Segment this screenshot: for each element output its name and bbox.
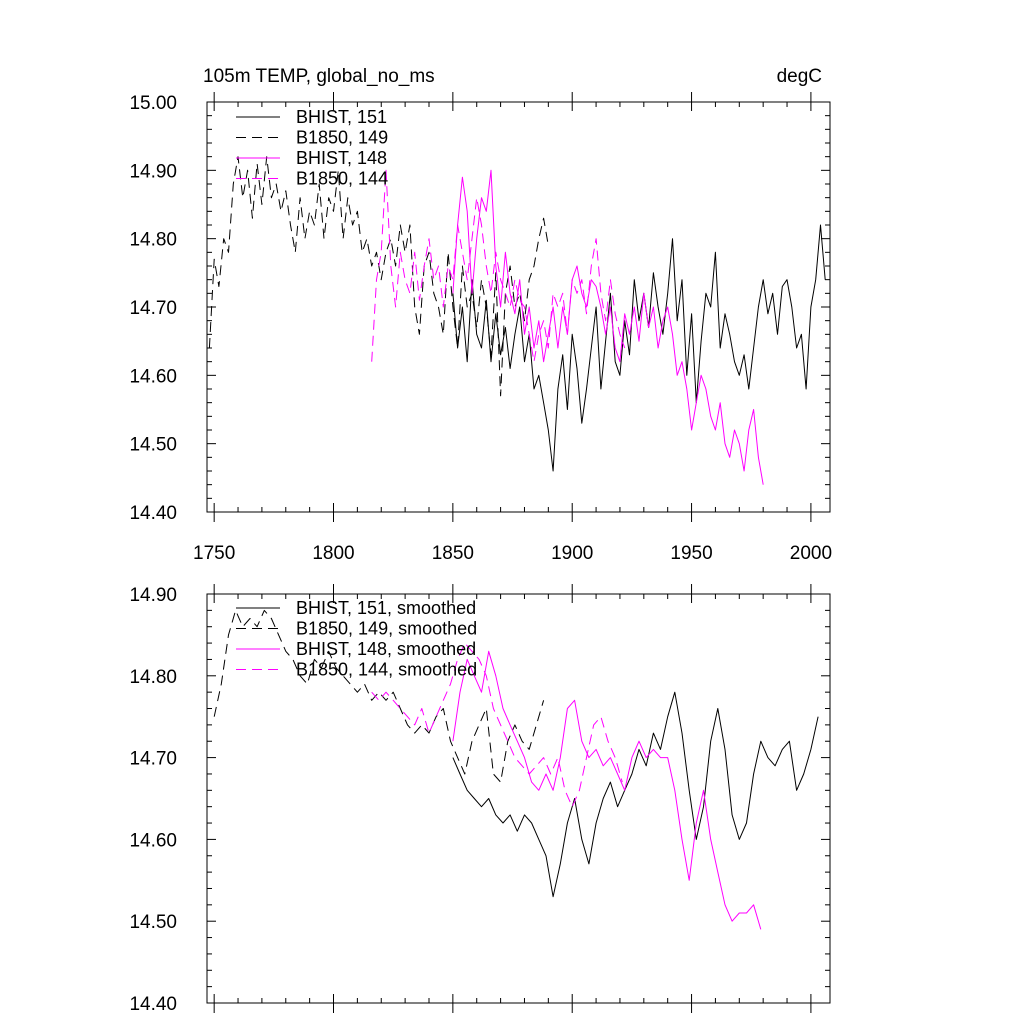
x-tick-label: 1800 <box>312 543 354 564</box>
bottom-panel: 14.40 14.50 14.60 14.70 14.80 14.90 BHIST, 151… <box>129 584 831 1015</box>
y-tick-label: 14.90 <box>129 585 177 606</box>
legend-label: B1850, 149, smoothed <box>296 619 477 639</box>
y-tick-label: 14.60 <box>129 366 177 387</box>
series-line-3 <box>371 169 626 363</box>
y-tick-label: 14.70 <box>129 298 177 319</box>
x-tick-label: 1750 <box>193 543 235 564</box>
series-group <box>213 609 819 930</box>
legend-label: BHIST, 148 <box>296 148 387 168</box>
x-tick-label: 1950 <box>670 543 712 564</box>
y-tick-label: 14.50 <box>129 912 177 933</box>
y-tick-label: 14.60 <box>129 830 177 851</box>
series-line-2 <box>452 650 762 930</box>
series-line-3 <box>371 642 623 808</box>
series-line-0 <box>452 224 826 472</box>
series-line-2 <box>452 169 764 485</box>
legend-label: BHIST, 151, smoothed <box>296 598 476 618</box>
x-tick-label: 1850 <box>432 543 474 564</box>
plot-frame <box>206 593 831 1004</box>
series-line-0 <box>452 691 819 898</box>
series-group <box>208 156 826 485</box>
y-tick-label: 14.70 <box>129 749 177 770</box>
y-tick-label: 14.40 <box>129 503 177 524</box>
y-tick-label: 14.90 <box>129 161 177 182</box>
chart-units: degC <box>777 66 822 87</box>
y-tick-label: 15.00 <box>129 93 177 114</box>
legend-label: B1850, 144 <box>296 169 388 189</box>
x-tick-label: 2000 <box>790 543 832 564</box>
chart-title: 105m TEMP, global_no_ms <box>203 66 435 87</box>
y-tick-label: 14.50 <box>129 435 177 456</box>
legend-label: BHIST, 148, smoothed <box>296 639 476 659</box>
series-line-1 <box>213 609 545 783</box>
legend-label: B1850, 144, smoothed <box>296 660 477 680</box>
legend-label: BHIST, 151 <box>296 107 387 127</box>
top-panel: 14.40 14.50 14.60 14.70 14.80 14.90 15.00 1750 1… <box>129 66 832 564</box>
x-tick-label: 1900 <box>551 543 593 564</box>
y-tick-label: 14.80 <box>129 667 177 688</box>
y-tick-label: 14.80 <box>129 230 177 251</box>
y-tick-label: 14.40 <box>129 994 177 1015</box>
legend-label: B1850, 149 <box>296 128 388 148</box>
